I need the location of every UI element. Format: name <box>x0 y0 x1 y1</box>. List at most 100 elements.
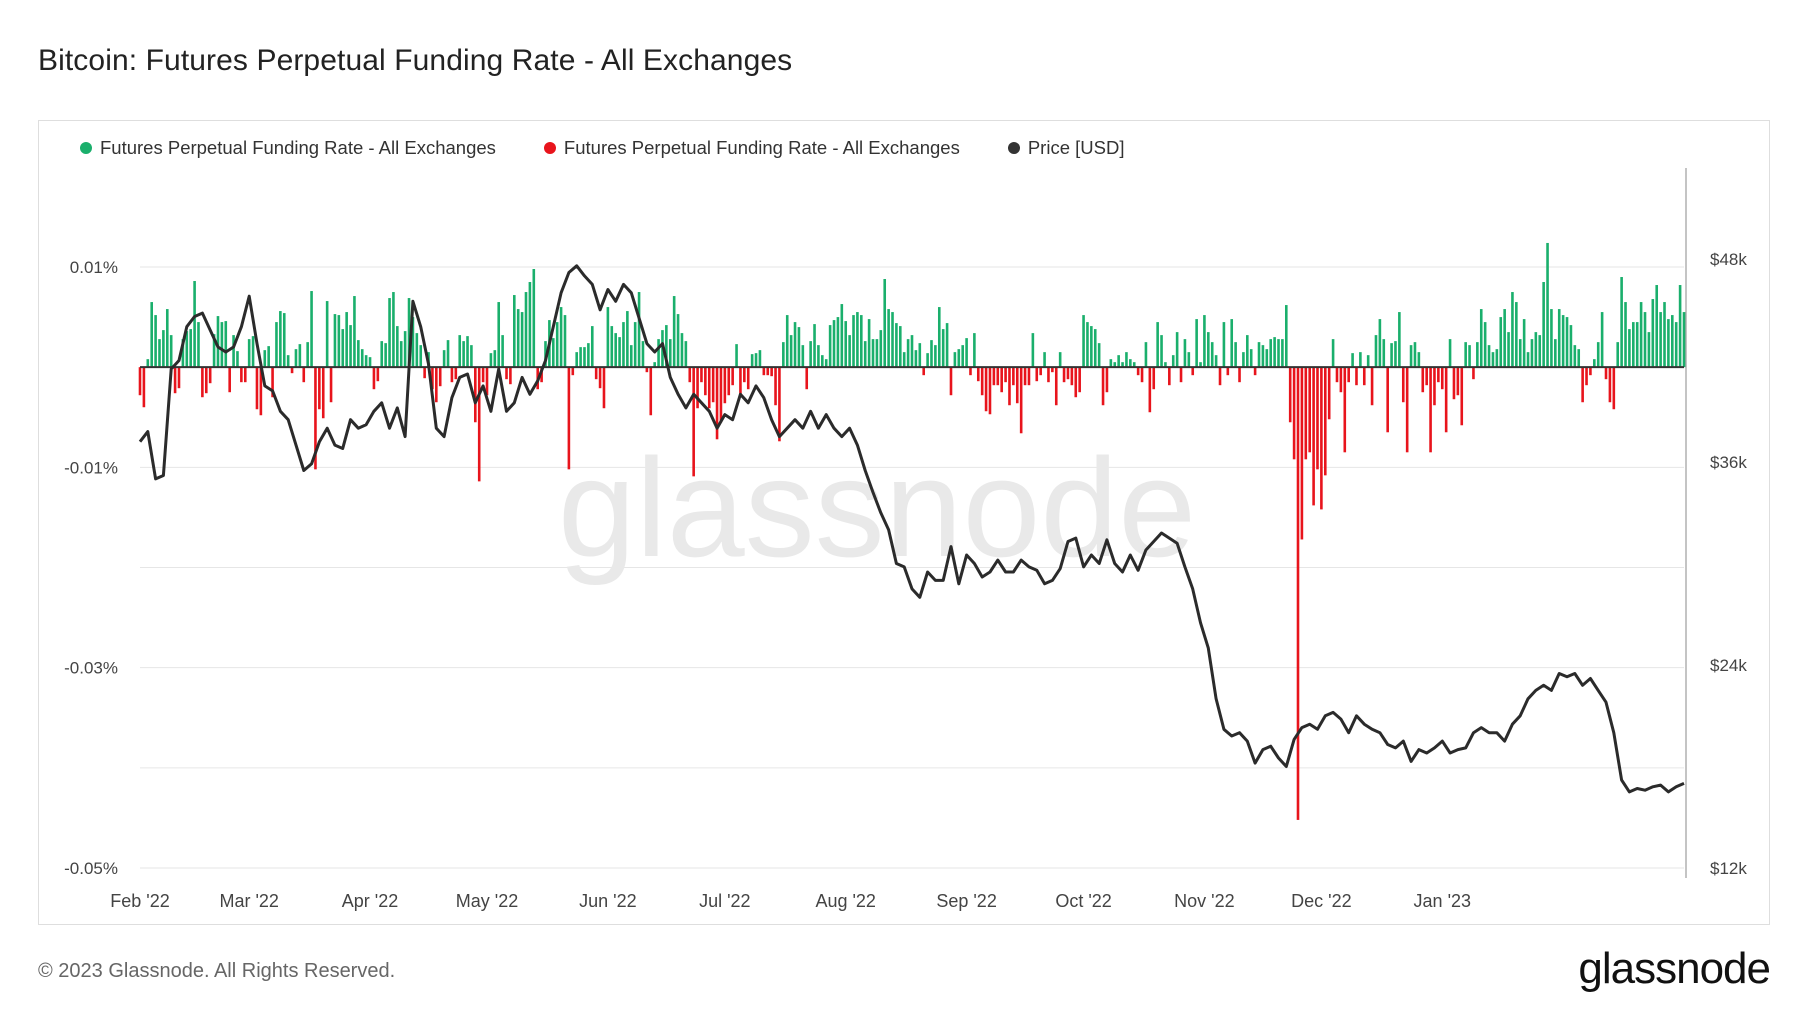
funding-bar <box>996 367 1000 386</box>
funding-bar <box>1417 352 1421 368</box>
funding-bar <box>785 315 789 368</box>
funding-bar <box>201 367 204 398</box>
funding-bar <box>1526 352 1530 368</box>
funding-bar <box>1425 367 1428 386</box>
funding-bar <box>501 335 504 368</box>
funding-bar <box>1405 367 1409 453</box>
funding-bar <box>1148 367 1152 413</box>
funding-bar <box>563 315 567 368</box>
x-tick-label: Jan '23 <box>1414 891 1471 911</box>
funding-bar <box>138 367 142 396</box>
funding-bar <box>1047 367 1050 383</box>
funding-bar <box>910 335 914 368</box>
funding-bar <box>1386 367 1389 433</box>
funding-bar <box>700 367 703 383</box>
funding-bar <box>1051 367 1054 373</box>
funding-bar <box>1620 277 1623 368</box>
funding-bar <box>1097 343 1101 368</box>
funding-bar <box>1624 302 1627 368</box>
funding-bar <box>1015 367 1019 404</box>
funding-bar <box>1413 342 1417 368</box>
funding-bar <box>1121 362 1124 368</box>
funding-bar <box>259 367 263 416</box>
funding-bar <box>1265 349 1269 368</box>
brand-logo[interactable]: glassnode <box>1578 944 1771 993</box>
funding-bar <box>1593 359 1596 368</box>
funding-bar <box>197 322 200 368</box>
funding-bar <box>902 352 906 368</box>
funding-bar <box>899 326 902 368</box>
copyright: © 2023 Glassnode. All Rights Reserved. <box>38 960 396 982</box>
funding-bar <box>306 342 309 368</box>
funding-bar <box>189 329 192 368</box>
funding-bar <box>817 345 820 368</box>
funding-bar <box>1156 322 1159 368</box>
funding-bar <box>914 350 918 368</box>
funding-bar <box>657 339 660 368</box>
funding-bar <box>980 367 984 396</box>
funding-bar <box>863 341 867 368</box>
funding-bar <box>887 309 890 368</box>
funding-bar <box>1066 367 1070 380</box>
funding-bar <box>1554 339 1557 368</box>
funding-bar <box>411 317 415 368</box>
funding-bar <box>1632 322 1635 368</box>
funding-bar <box>181 339 185 368</box>
funding-bar <box>446 340 450 368</box>
funding-bar <box>723 367 727 404</box>
funding-bar <box>1382 339 1386 368</box>
funding-bar <box>1507 332 1510 368</box>
funding-bar <box>715 367 719 440</box>
funding-bar <box>165 309 169 368</box>
funding-bar <box>973 333 976 368</box>
funding-bar <box>1164 362 1167 368</box>
funding-bar <box>1230 319 1234 368</box>
funding-bar <box>384 343 387 368</box>
legend-item-funding-negative[interactable]: Futures Perpetual Funding Rate - All Exc… <box>543 137 960 159</box>
funding-bar <box>528 282 532 368</box>
funding-bar <box>1518 339 1522 368</box>
funding-bar <box>852 315 855 368</box>
funding-bar <box>169 335 173 368</box>
funding-bar <box>622 322 625 368</box>
funding-bar <box>821 355 824 368</box>
funding-bar <box>1308 367 1311 453</box>
right-tick-label: $48k <box>1710 250 1747 269</box>
funding-bar <box>668 339 672 368</box>
left-tick-label: -0.03% <box>64 659 118 678</box>
funding-bar <box>1039 367 1042 376</box>
funding-bar <box>801 345 805 368</box>
funding-bar <box>1647 332 1651 368</box>
funding-bar <box>1667 319 1670 368</box>
funding-bar <box>1285 305 1288 368</box>
right-tick-label: $12k <box>1710 859 1747 878</box>
funding-bar <box>1616 342 1620 368</box>
funding-bar <box>364 355 368 368</box>
funding-bar <box>692 367 695 477</box>
funding-bar <box>606 307 610 368</box>
funding-bar <box>372 367 376 390</box>
funding-bar <box>626 311 629 368</box>
chart-frame <box>38 120 1770 925</box>
funding-bar <box>516 309 520 368</box>
funding-bar <box>1401 367 1405 403</box>
funding-bar <box>871 339 875 368</box>
funding-bar <box>470 345 473 368</box>
funding-bar <box>481 367 485 383</box>
funding-bar <box>243 367 247 383</box>
legend-item-price[interactable]: Price [USD] <box>1007 137 1124 159</box>
funding-bar <box>1483 322 1487 368</box>
funding-bar <box>431 367 434 390</box>
legend-item-funding-positive[interactable]: Futures Perpetual Funding Rate - All Exc… <box>80 137 496 159</box>
funding-bar <box>598 367 602 389</box>
funding-bar <box>867 319 871 368</box>
funding-bar <box>485 367 489 396</box>
funding-bar <box>579 347 582 368</box>
funding-bar <box>727 367 731 396</box>
funding-bar <box>1129 359 1132 368</box>
funding-bar <box>1674 322 1678 368</box>
funding-bar <box>1499 317 1503 368</box>
funding-bar <box>1472 367 1475 380</box>
funding-bar <box>1062 367 1066 383</box>
